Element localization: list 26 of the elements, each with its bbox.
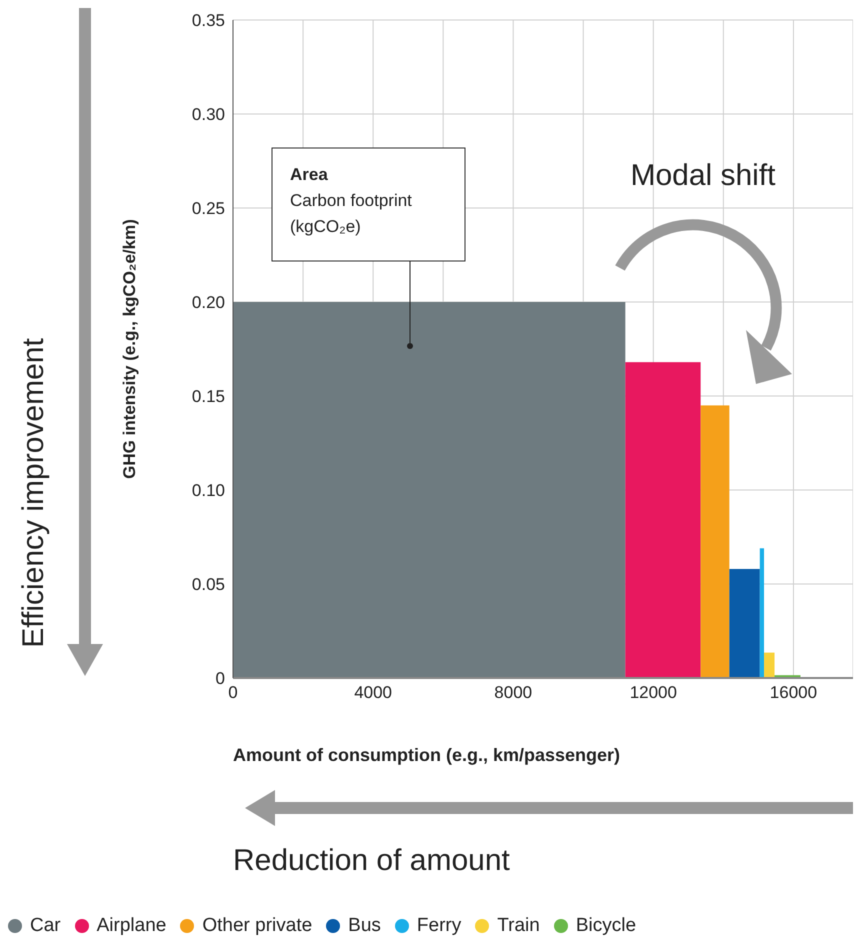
y-tick-label: 0.30	[192, 105, 225, 124]
x-axis-title: Amount of consumption (e.g., km/passenger)	[233, 745, 620, 766]
y-tick-label: 0.10	[192, 481, 225, 500]
y-tick-label: 0.25	[192, 199, 225, 218]
text: Efficiency improvement	[17, 338, 51, 648]
x-tick-label: 12000	[630, 683, 677, 702]
y-tick-label: 0.15	[192, 387, 225, 406]
legend-label: Other private	[202, 915, 312, 937]
legend-label: Airplane	[96, 915, 166, 937]
y-tick-label: 0.20	[192, 293, 225, 312]
legend-label: Ferry	[416, 915, 462, 937]
legend-label: Bus	[348, 915, 381, 937]
x-tick-label: 0	[228, 683, 238, 702]
annotation: Modal shift	[630, 159, 776, 192]
annotation: Area Carbon footprint (kgCO₂e)	[290, 165, 412, 236]
legend-label: Bicycle	[576, 915, 636, 937]
y-tick-label: 0	[216, 669, 225, 688]
x-tick-label: 16000	[770, 683, 818, 702]
y-tick-label: 0.05	[192, 575, 225, 594]
legend-label: Car	[30, 915, 61, 937]
y-tick-label: 0.35	[192, 11, 225, 30]
legend-label: Train	[497, 915, 540, 937]
x-tick-label: 4000	[354, 683, 392, 702]
x-tick-label: 8000	[494, 683, 532, 702]
y-axis-title: GHG intensity (e.g., kgCO₂e/km)	[120, 219, 140, 479]
text: Reduction of amount	[233, 844, 510, 878]
